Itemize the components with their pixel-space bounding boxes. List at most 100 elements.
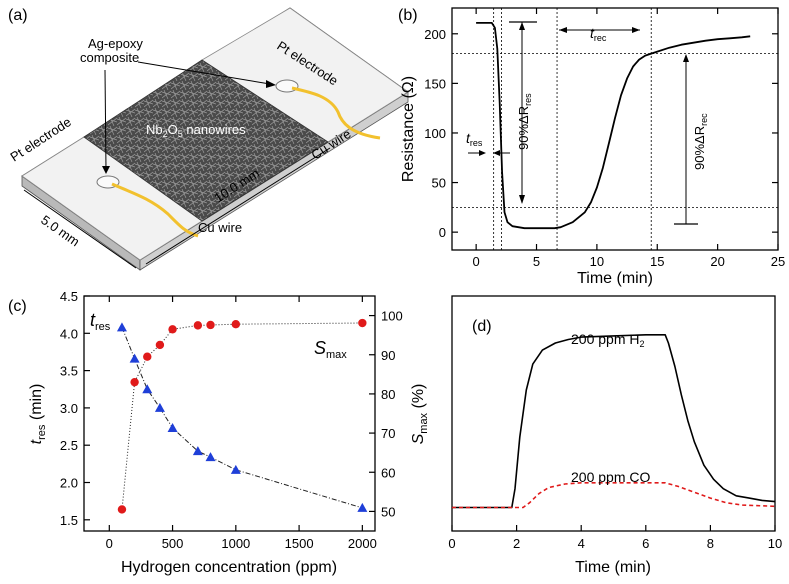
series-d — [452, 333, 776, 509]
x-tick-label-b: 5 — [533, 254, 540, 269]
y-tick-label-right-c: 60 — [381, 465, 395, 480]
y-tick-label-b: 0 — [439, 225, 446, 240]
y-tick-label-left-c: 3.0 — [60, 401, 78, 416]
t-res-label: tres — [466, 130, 483, 148]
x-tick-label-d: 8 — [707, 536, 714, 551]
x-tick-label-d: 10 — [768, 536, 782, 551]
t-res-point — [116, 322, 127, 332]
s-max-point — [117, 505, 127, 514]
cu-wire-left — [111, 182, 199, 238]
x-tick-label-b: 20 — [710, 254, 724, 269]
ag-epoxy-label-1: Ag-epoxy — [88, 36, 143, 51]
annotations-b: tres trec 90%ΔRres 90%ΔRrec — [466, 21, 709, 225]
axes-ticks-d: 0 2 4 6 8 10 — [448, 525, 782, 551]
x-tick-label-b: 0 — [473, 254, 480, 269]
plot-frame-c — [83, 295, 376, 532]
y-tick-label-right-c: 80 — [381, 387, 395, 402]
y-axis-title-left-c: tres (min) — [28, 384, 48, 445]
x-axis-title-c: Hydrogen concentration (ppm) — [121, 559, 337, 576]
y-tick-label-b: 150 — [424, 76, 446, 91]
device-panel: (a) Ag-epoxy composite Pt electrode Pt e… — [7, 7, 409, 271]
guide-lines-b — [452, 8, 778, 250]
resistance-curve — [476, 21, 751, 230]
s-max-point — [231, 320, 241, 329]
ag-epoxy-label-2: composite — [80, 50, 139, 65]
h2-response-curve — [452, 333, 776, 509]
s-max-series-label: Smax — [314, 338, 347, 361]
x-axis-title-b: Time (min) — [577, 270, 653, 287]
ag-arrow-right — [137, 61, 271, 85]
s-max-point — [168, 325, 177, 334]
ag-arrow-left — [104, 69, 107, 171]
dim-length-line — [145, 147, 331, 265]
y-tick-label-right-c: 50 — [381, 504, 395, 519]
x-axis-title-d: Time (min) — [575, 559, 651, 576]
y-tick-label-left-c: 2.5 — [60, 438, 78, 453]
s-max-point — [358, 318, 367, 328]
panel-label-a: (a) — [8, 7, 28, 24]
panel-c: (c) 0 500 1000 1500 2000 1.5 2.0 2.5 3.0 3.5 4.0 4.… — [8, 289, 430, 576]
x-tick-label-b: 15 — [650, 254, 664, 269]
t-res-arrowhead-right — [493, 150, 500, 156]
x-tick-label-c: 0 — [106, 536, 113, 551]
plot-frame-b — [451, 7, 779, 251]
ag-arrowhead-left — [102, 166, 110, 174]
x-tick-label-b: 25 — [771, 254, 785, 269]
panel-label-d: (d) — [472, 318, 492, 335]
x-tick-label-c: 2000 — [348, 536, 377, 551]
t-res-point — [230, 464, 241, 474]
dr-res-label: 90%ΔRres — [516, 93, 533, 150]
y-axis-title-right-c: Smax (%) — [410, 384, 430, 445]
x-tick-label-d: 6 — [642, 536, 649, 551]
s-max-point — [130, 377, 139, 387]
y-tick-label-right-c: 90 — [381, 348, 395, 363]
dr-res-arrowhead-top — [519, 22, 525, 30]
x-tick-label-d: 0 — [448, 536, 455, 551]
series-b — [476, 21, 751, 230]
t-res-point — [205, 452, 216, 462]
panel-label-c: (c) — [8, 298, 27, 315]
dim-width-line — [23, 189, 137, 269]
co-response-curve — [452, 481, 776, 509]
y-axis-title-b: Resistance (Ω) — [400, 76, 417, 182]
dr-res-arrowhead — [519, 195, 525, 204]
x-tick-label-c: 1000 — [221, 536, 250, 551]
s-max-point — [155, 340, 165, 350]
axes-ticks-c: 0 500 1000 1500 2000 1.5 2.0 2.5 3.0 3.5 4.0 4.5 50 6… — [60, 289, 403, 551]
x-tick-label-b: 10 — [590, 254, 604, 269]
t-res-point — [142, 384, 153, 394]
plot-frame-d — [451, 295, 776, 532]
nanowires-label: Nb2O5 nanowires — [146, 122, 246, 139]
x-tick-label-c: 500 — [162, 536, 184, 551]
y-tick-label-right-c: 70 — [381, 426, 395, 441]
t-res-arrowhead-left — [479, 150, 486, 156]
nanowire-film — [83, 59, 329, 222]
y-tick-label-right-c: 100 — [381, 309, 403, 324]
s-max-point — [143, 352, 152, 361]
axes-ticks-b: 0 5 10 15 20 25 0 50 100 150 200 — [424, 8, 785, 269]
panel-b: (b) 0 5 10 15 20 25 0 50 100 150 200 tres trec 90%… — [398, 7, 785, 287]
t-res-point — [167, 423, 178, 433]
t-res-point — [357, 502, 368, 512]
t-res-series-label: tres — [90, 310, 111, 333]
panel-d: (d) 0 2 4 6 8 10 200 ppm H2 200 ppm CO Time (… — [448, 295, 782, 576]
y-tick-label-left-c: 2.0 — [60, 476, 78, 491]
dr-rec-label: 90%ΔRrec — [692, 113, 709, 170]
t-res-point — [154, 402, 165, 412]
dr-rec-arrowhead-top — [683, 54, 689, 62]
x-tick-label-c: 1500 — [285, 536, 314, 551]
co-curve-label: 200 ppm CO — [571, 469, 650, 485]
y-tick-label-left-c: 4.5 — [60, 289, 78, 304]
s-max-point — [206, 320, 215, 330]
t-rec-arrowhead-right — [632, 27, 640, 33]
t-res-point — [192, 446, 203, 456]
y-tick-label-b: 200 — [424, 27, 446, 42]
h2-curve-label: 200 ppm H2 — [571, 331, 645, 349]
panel-label-b: (b) — [398, 7, 418, 24]
series-c — [116, 318, 368, 514]
ag-epoxy-dot-right — [275, 79, 299, 93]
x-tick-label-d: 4 — [578, 536, 585, 551]
ag-arrowhead-right — [266, 80, 276, 88]
t-res-point — [129, 353, 140, 363]
